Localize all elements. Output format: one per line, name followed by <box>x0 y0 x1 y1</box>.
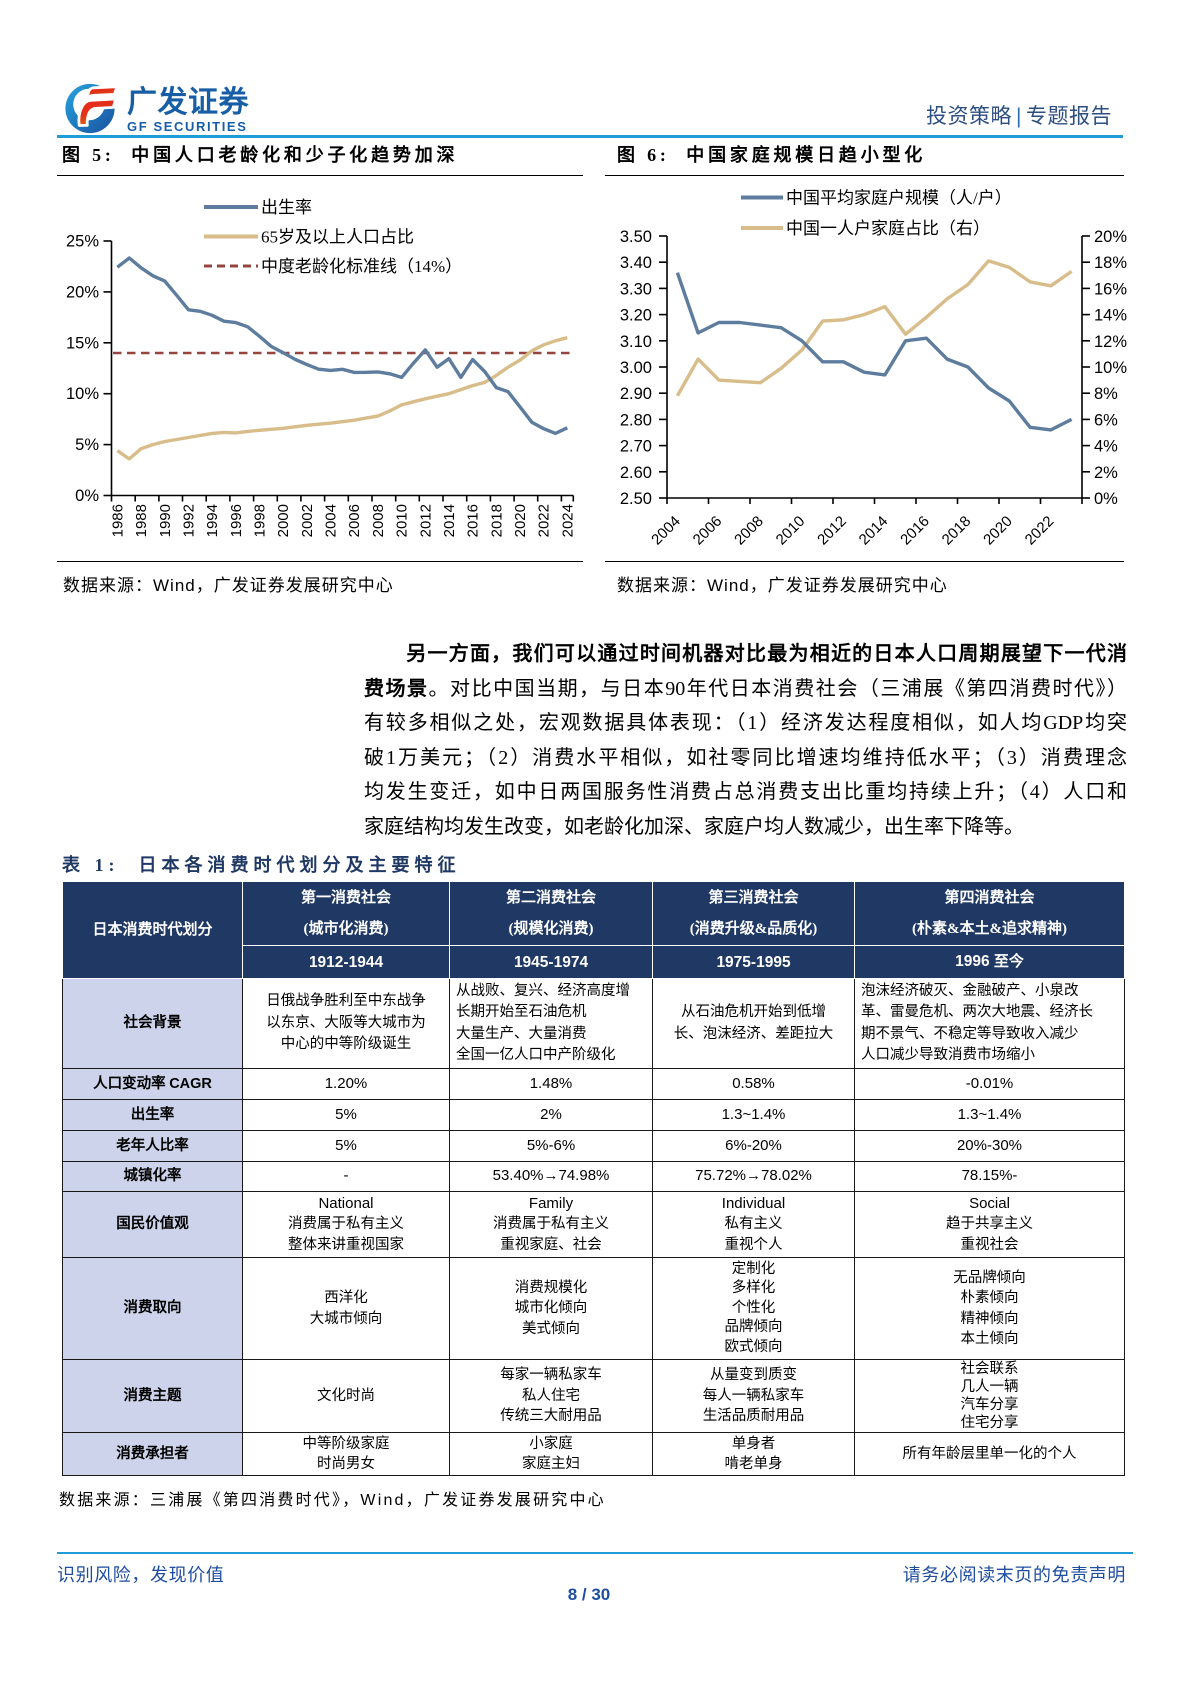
svg-text:3.20: 3.20 <box>620 307 652 325</box>
svg-text:3.40: 3.40 <box>620 254 652 272</box>
svg-text:2020: 2020 <box>512 504 529 537</box>
svg-text:25%: 25% <box>66 233 99 251</box>
svg-text:2.80: 2.80 <box>620 411 652 429</box>
svg-text:广发证券: 广发证券 <box>127 86 249 119</box>
svg-text:4%: 4% <box>1094 438 1118 456</box>
svg-text:2008: 2008 <box>731 513 767 549</box>
svg-text:2006: 2006 <box>690 513 726 549</box>
svg-text:2002: 2002 <box>299 504 316 537</box>
svg-text:出生率: 出生率 <box>261 198 312 217</box>
svg-text:20%: 20% <box>1094 228 1127 246</box>
svg-text:2014: 2014 <box>441 504 458 537</box>
svg-text:8%: 8% <box>1094 385 1118 403</box>
svg-text:0%: 0% <box>75 487 99 505</box>
svg-text:1988: 1988 <box>133 504 150 537</box>
svg-text:14%: 14% <box>1094 307 1127 325</box>
svg-text:2.50: 2.50 <box>620 490 652 508</box>
svg-text:2004: 2004 <box>323 504 340 537</box>
svg-text:2.70: 2.70 <box>620 438 652 456</box>
svg-text:2020: 2020 <box>980 513 1016 549</box>
svg-text:2018: 2018 <box>488 504 505 537</box>
svg-text:3.50: 3.50 <box>620 228 652 246</box>
svg-text:2.60: 2.60 <box>620 464 652 482</box>
svg-text:GF SECURITIES: GF SECURITIES <box>127 119 247 134</box>
svg-text:0%: 0% <box>1094 490 1118 508</box>
svg-text:2004: 2004 <box>648 513 684 549</box>
svg-text:3.00: 3.00 <box>620 359 652 377</box>
svg-text:1998: 1998 <box>252 504 269 537</box>
svg-text:6%: 6% <box>1094 411 1118 429</box>
svg-text:2%: 2% <box>1094 464 1118 482</box>
svg-text:2022: 2022 <box>1022 513 1058 549</box>
svg-text:5%: 5% <box>75 436 99 454</box>
svg-text:16%: 16% <box>1094 280 1127 298</box>
svg-text:2006: 2006 <box>346 504 363 537</box>
svg-text:2.90: 2.90 <box>620 385 652 403</box>
svg-text:2010: 2010 <box>394 504 411 537</box>
svg-text:15%: 15% <box>66 334 99 352</box>
svg-text:1986: 1986 <box>109 504 126 537</box>
svg-text:2000: 2000 <box>275 504 292 537</box>
svg-text:2008: 2008 <box>370 504 387 537</box>
svg-text:3.30: 3.30 <box>620 280 652 298</box>
svg-text:10%: 10% <box>66 385 99 403</box>
svg-text:1992: 1992 <box>181 504 198 537</box>
svg-text:3.10: 3.10 <box>620 333 652 351</box>
svg-text:1996: 1996 <box>228 504 245 537</box>
svg-text:2016: 2016 <box>897 513 933 549</box>
svg-text:2012: 2012 <box>417 504 434 537</box>
svg-text:2024: 2024 <box>559 504 576 537</box>
svg-text:2018: 2018 <box>939 513 975 549</box>
svg-text:中国平均家庭户规模（人/户）: 中国平均家庭户规模（人/户） <box>786 189 1012 208</box>
svg-text:65岁及以上人口占比: 65岁及以上人口占比 <box>261 228 414 247</box>
svg-text:中国一人户家庭占比（右）: 中国一人户家庭占比（右） <box>786 219 990 238</box>
svg-text:10%: 10% <box>1094 359 1127 377</box>
svg-text:2014: 2014 <box>856 513 892 549</box>
svg-text:中度老龄化标准线（14%）: 中度老龄化标准线（14%） <box>261 257 462 276</box>
svg-text:18%: 18% <box>1094 254 1127 272</box>
svg-text:2010: 2010 <box>773 513 809 549</box>
svg-text:12%: 12% <box>1094 333 1127 351</box>
svg-text:2012: 2012 <box>814 513 850 549</box>
svg-text:20%: 20% <box>66 283 99 301</box>
svg-text:1994: 1994 <box>204 504 221 537</box>
svg-text:2016: 2016 <box>465 504 482 537</box>
svg-text:1990: 1990 <box>157 504 174 537</box>
svg-text:2022: 2022 <box>536 504 553 537</box>
